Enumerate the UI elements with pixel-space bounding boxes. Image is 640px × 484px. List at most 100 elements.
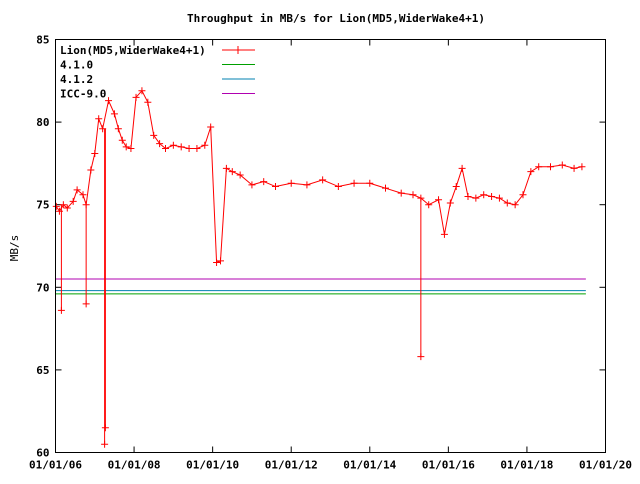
data-point — [519, 191, 527, 199]
data-point — [228, 168, 236, 176]
y-tick-label: 75 — [36, 199, 49, 212]
data-point — [69, 197, 77, 205]
data-point — [248, 181, 256, 189]
spike-point — [57, 306, 65, 314]
data-point — [138, 87, 146, 95]
data-point — [435, 196, 443, 204]
data-point — [527, 168, 535, 176]
data-point — [52, 202, 60, 210]
data-point — [213, 259, 221, 267]
data-point — [236, 171, 244, 179]
legend-label: 4.1.2 — [60, 73, 93, 86]
plot-frame — [55, 39, 606, 453]
data-point — [319, 176, 327, 184]
axis-ticks: 60 65 70 75 80 85 01/01/06 01/01/08 01/01/10 01/0… — [29, 34, 632, 472]
data-point — [425, 201, 433, 209]
data-point — [150, 131, 158, 139]
data-point — [110, 110, 118, 118]
data-point — [122, 143, 130, 151]
data-point — [185, 145, 193, 153]
data-point — [193, 145, 201, 153]
data-point — [91, 149, 99, 157]
data-point — [458, 164, 466, 172]
data-point — [156, 140, 164, 148]
data-point — [472, 194, 480, 202]
x-tick-label: 01/01/20 — [579, 459, 632, 472]
legend-marker — [234, 46, 242, 54]
chart-title: Throughput in MB/s for Lion(MD5,WiderWak… — [187, 12, 485, 25]
data-point — [260, 178, 268, 186]
y-tick-label: 80 — [36, 116, 49, 129]
x-tick-label: 01/01/14 — [343, 459, 396, 472]
data-point — [132, 93, 140, 101]
data-point — [162, 145, 169, 153]
data-point — [464, 192, 472, 200]
plot-area — [52, 87, 586, 448]
data-point — [222, 164, 230, 172]
data-point — [480, 191, 488, 199]
data-point — [303, 181, 311, 189]
data-point — [409, 191, 417, 199]
data-point — [118, 136, 126, 144]
legend-label: ICC-9.0 — [60, 88, 106, 101]
data-point — [511, 201, 519, 209]
y-tick-label: 85 — [36, 34, 49, 47]
data-point — [440, 230, 448, 238]
data-point — [201, 141, 209, 149]
data-point — [144, 98, 152, 106]
y-tick-label: 65 — [36, 364, 49, 377]
data-point — [114, 125, 122, 133]
data-point — [535, 163, 543, 171]
data-point — [366, 179, 374, 187]
data-point — [95, 115, 103, 123]
legend: Lion(MD5,WiderWake4+1) 4.1.04.1.2 ICC-9.0 — [60, 44, 255, 101]
data-point — [397, 189, 405, 197]
data-point — [446, 199, 454, 207]
spike-point — [82, 300, 90, 308]
data-point — [452, 183, 460, 191]
data-point — [547, 163, 554, 171]
legend-label: 4.1.0 — [60, 59, 93, 72]
y-tick-label: 70 — [36, 281, 49, 294]
data-point — [63, 204, 71, 212]
data-point — [217, 257, 224, 265]
spike-point — [417, 353, 425, 361]
data-point — [87, 166, 95, 174]
data-point — [287, 179, 295, 187]
data-point — [99, 125, 107, 133]
data-point — [169, 141, 177, 149]
data-point — [417, 194, 425, 202]
spike-point — [101, 424, 109, 432]
data-point — [558, 161, 566, 169]
spike-point — [101, 440, 109, 448]
data-point — [59, 201, 67, 209]
x-tick-label: 01/01/12 — [265, 459, 318, 472]
data-point — [105, 97, 113, 105]
x-tick-label: 01/01/16 — [422, 459, 475, 472]
data-point — [73, 186, 81, 194]
data-point — [207, 123, 215, 131]
legend-label: Lion(MD5,WiderWake4+1) — [60, 44, 206, 57]
data-point — [177, 143, 185, 151]
data-point — [488, 192, 496, 200]
data-point — [495, 194, 503, 202]
x-tick-label: 01/01/06 — [29, 459, 82, 472]
data-point — [578, 163, 586, 171]
y-tick-label: 60 — [36, 447, 49, 460]
data-point — [382, 184, 389, 192]
data-point — [272, 183, 279, 191]
data-point — [570, 164, 578, 172]
data-point — [127, 145, 135, 153]
data-point — [82, 201, 90, 209]
x-tick-label: 01/01/08 — [108, 459, 161, 472]
data-point — [503, 199, 511, 207]
y-axis-label: MB/s — [8, 235, 21, 262]
data-point — [55, 207, 63, 215]
data-point — [79, 191, 87, 199]
data-point — [350, 179, 358, 187]
data-point — [334, 183, 342, 191]
series-line-main — [55, 89, 583, 264]
x-tick-label: 01/01/10 — [186, 459, 239, 472]
